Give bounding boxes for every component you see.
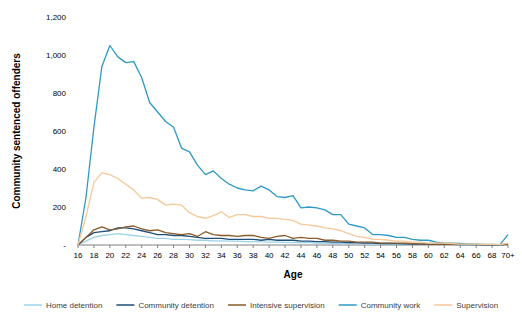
y-axis-label: Community sentenced offenders	[11, 53, 22, 209]
y-tick-label: 800	[53, 89, 67, 98]
x-tick-label: 36	[233, 251, 242, 260]
y-tick	[75, 17, 78, 18]
legend-label: Home detention	[46, 301, 102, 310]
series-line	[78, 173, 508, 245]
x-tick-label: 46	[312, 251, 321, 260]
x-tick	[508, 245, 509, 248]
y-tick-label: 600	[53, 127, 67, 136]
legend-swatch	[228, 304, 246, 306]
legend-swatch	[434, 304, 452, 306]
legend-swatch	[339, 304, 357, 306]
y-tick	[75, 55, 78, 56]
x-tick-label: 50	[344, 251, 353, 260]
x-axis-label: Age	[284, 269, 303, 280]
x-tick	[316, 245, 317, 248]
x-tick	[364, 245, 365, 248]
x-tick-label: 34	[217, 251, 226, 260]
x-tick-label: 56	[392, 251, 401, 260]
x-tick	[348, 245, 349, 248]
x-tick-label: 44	[297, 251, 306, 260]
y-tick	[75, 169, 78, 170]
x-tick-label: 64	[456, 251, 465, 260]
y-tick-label: 400	[53, 165, 67, 174]
legend-label: Supervision	[456, 301, 498, 310]
x-tick	[285, 245, 286, 248]
x-tick-label: 52	[360, 251, 369, 260]
x-tick	[141, 245, 142, 248]
x-tick-label: 42	[281, 251, 290, 260]
legend-swatch	[116, 304, 134, 306]
x-tick	[109, 245, 110, 248]
x-tick	[332, 245, 333, 248]
x-tick-label: 62	[440, 251, 449, 260]
x-tick	[444, 245, 445, 248]
legend: Home detention Community detention Intensi…	[24, 301, 498, 310]
x-tick-label: 54	[376, 251, 385, 260]
legend-label: Intensive supervision	[250, 301, 325, 310]
x-tick-label: 66	[472, 251, 481, 260]
x-tick	[428, 245, 429, 248]
x-tick	[412, 245, 413, 248]
y-tick-label: 1,200	[46, 13, 67, 22]
series-line	[78, 46, 508, 246]
x-tick-label: 26	[153, 251, 162, 260]
x-tick	[221, 245, 222, 248]
x-tick	[173, 245, 174, 248]
x-tick	[396, 245, 397, 248]
x-tick-label: 32	[201, 251, 210, 260]
x-tick-label: 38	[249, 251, 258, 260]
x-tick	[205, 245, 206, 248]
x-tick-label: 16	[74, 251, 83, 260]
x-tick-label: 68	[488, 251, 497, 260]
x-tick	[189, 245, 190, 248]
x-tick-label: 58	[408, 251, 417, 260]
legend-swatch	[24, 304, 42, 306]
x-tick-label: 22	[121, 251, 130, 260]
series-line	[78, 226, 508, 245]
y-tick	[75, 207, 78, 208]
x-tick	[380, 245, 381, 248]
x-tick	[300, 245, 301, 248]
x-tick-label: 60	[424, 251, 433, 260]
y-tick-label: 1,000	[46, 51, 67, 60]
y-tick	[75, 131, 78, 132]
legend-label: Community work	[361, 301, 422, 310]
x-tick-label: 18	[89, 251, 98, 260]
x-tick	[237, 245, 238, 248]
x-tick-label: 48	[328, 251, 337, 260]
x-tick-label: 28	[169, 251, 178, 260]
x-tick	[269, 245, 270, 248]
x-tick	[157, 245, 158, 248]
legend-label: Community detention	[138, 301, 214, 310]
y-tick	[75, 93, 78, 94]
x-tick-label: 30	[185, 251, 194, 260]
chart: - 200 400 600 800 1,000 1,200 16 18 20 22 24 26 28 30 3…	[0, 0, 522, 327]
x-tick-label: 24	[137, 251, 146, 260]
y-tick-label: -	[63, 241, 66, 250]
x-tick	[253, 245, 254, 248]
x-tick-label: 70+	[501, 251, 515, 260]
x-tick-label: 40	[265, 251, 274, 260]
x-tick	[93, 245, 94, 248]
x-tick-label: 20	[105, 251, 114, 260]
x-tick	[125, 245, 126, 248]
y-tick-label: 200	[53, 203, 67, 212]
